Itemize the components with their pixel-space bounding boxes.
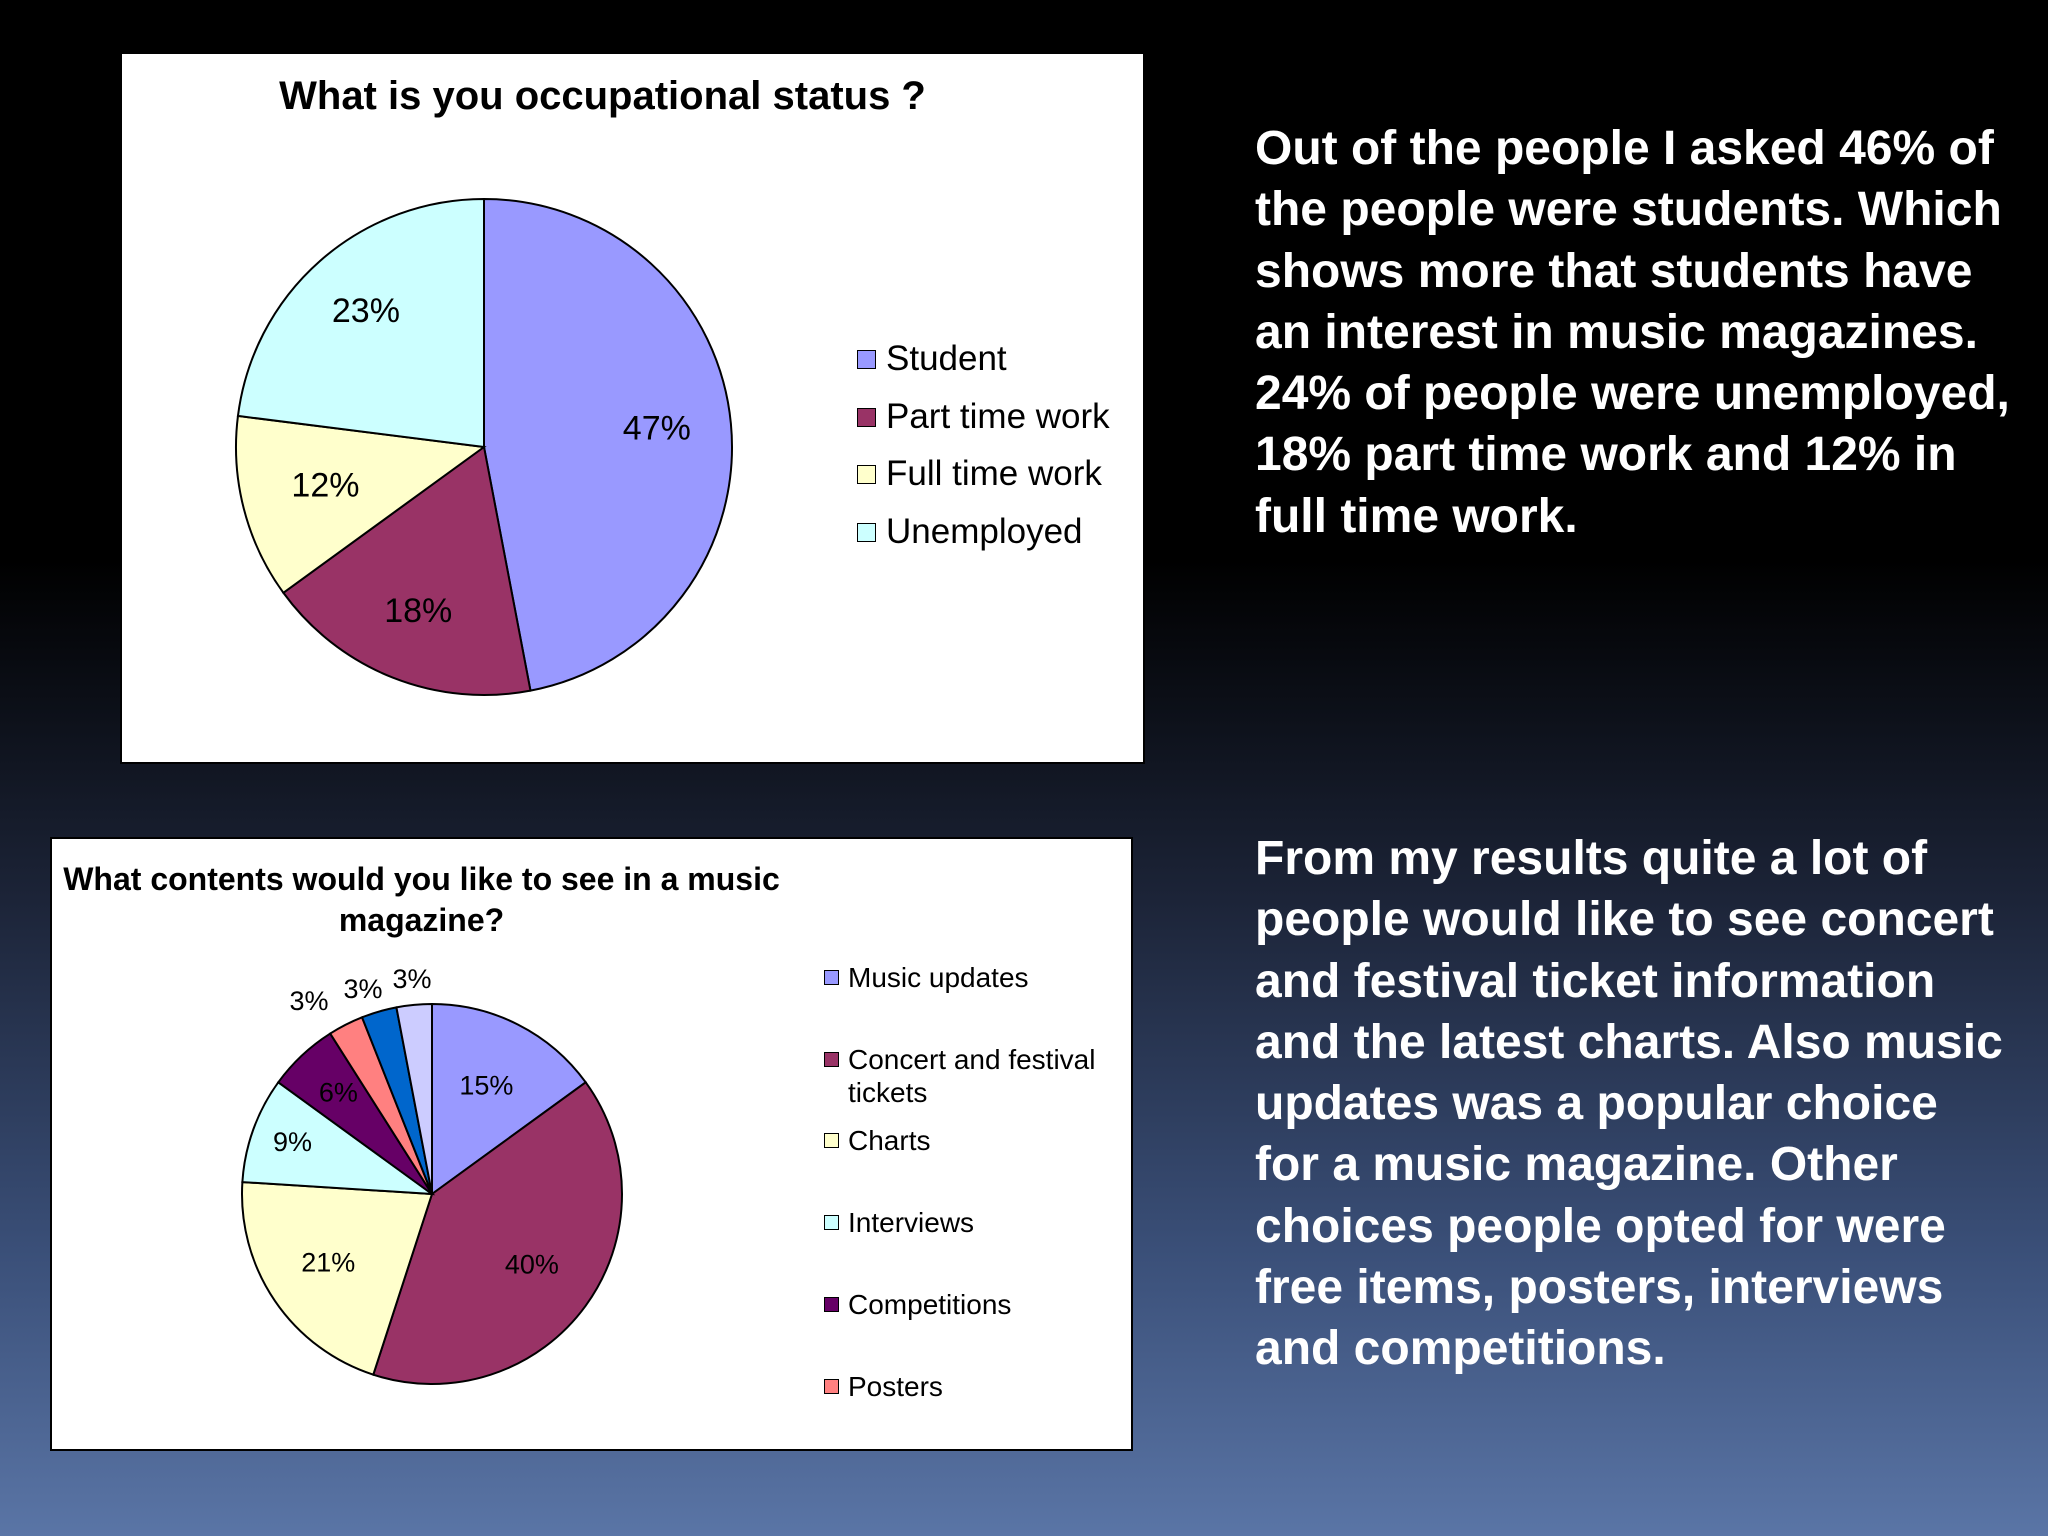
- pie-slice: [372, 1080, 623, 1385]
- legend-swatch: [824, 970, 839, 985]
- occupation-summary-text: Out of the people I asked 46% of the peo…: [1255, 122, 2010, 543]
- legend-label: Student: [886, 339, 1007, 378]
- legend-label: Music updates: [848, 962, 1029, 993]
- occupation-pie: 47% 18% 12% 23%: [235, 197, 733, 696]
- pie-slice: [395, 1002, 433, 1195]
- magazine-contents-legend: Music updates Concert and festival ticke…: [824, 961, 1124, 1409]
- pie-slice-label: 15%: [459, 1070, 513, 1100]
- pie-slice: [281, 445, 532, 696]
- pie-slice-label: 12%: [291, 467, 359, 505]
- legend-swatch: [824, 1133, 839, 1148]
- pie-slice-label: 18%: [384, 592, 452, 630]
- magazine-contents-chart: What contents would you like to see in a…: [50, 837, 1133, 1451]
- legend-item-concert-festival-tickets: Concert and festival tickets: [824, 1043, 1124, 1109]
- pie-slice-label: 21%: [301, 1248, 355, 1278]
- contents-summary-text: From my results quite a lot of people wo…: [1255, 832, 2003, 1376]
- legend-item-interviews: Interviews: [824, 1206, 1124, 1239]
- legend-swatch: [824, 1379, 839, 1394]
- chart-title: What contents would you like to see in a…: [63, 861, 780, 938]
- legend-swatch: [857, 350, 876, 369]
- pie-slice: [241, 1080, 436, 1196]
- legend-label: Competitions: [848, 1289, 1012, 1320]
- legend-label: Interviews: [848, 1207, 975, 1238]
- pie-slice-label: 3%: [289, 986, 328, 1016]
- legend-label: Concert and festival tickets: [848, 1044, 1096, 1108]
- legend-label: Part time work: [886, 396, 1110, 436]
- legend-label: Full time work: [886, 454, 1102, 493]
- pie-slice: [235, 414, 487, 595]
- legend-swatch: [824, 1215, 839, 1230]
- pie-slice-label: 23%: [332, 292, 400, 330]
- legend-item-posters: Posters: [824, 1370, 1124, 1403]
- legend-item-charts: Charts: [824, 1124, 1124, 1157]
- chart-title: What is you occupational status ?: [279, 74, 926, 118]
- legend-swatch: [857, 465, 876, 484]
- legend-swatch: [824, 1052, 839, 1067]
- legend-item-unemployed: Unemployed: [857, 512, 1110, 570]
- pie-slice-label: 3%: [392, 964, 431, 994]
- legend-item-part-time-work: Part time work: [857, 397, 1110, 455]
- pie-slice-label: 47%: [623, 410, 691, 448]
- legend-label: Unemployed: [886, 511, 1083, 551]
- pie-slice: [431, 1002, 588, 1196]
- occupation-legend: Student Part time work Full time work Un…: [857, 339, 1110, 569]
- legend-item-competitions: Competitions: [824, 1288, 1124, 1321]
- pie-slice-label: 9%: [273, 1127, 312, 1157]
- legend-swatch: [824, 1297, 839, 1312]
- legend-item-student: Student: [857, 339, 1110, 397]
- legend-item-full-time-work: Full time work: [857, 454, 1110, 512]
- pie-slice-label: 40%: [505, 1250, 559, 1280]
- pie-slice-label: 6%: [319, 1077, 358, 1107]
- legend-swatch: [857, 522, 876, 542]
- pie-slice-label: 3%: [343, 974, 382, 1004]
- legend-item-music-updates: Music updates: [824, 961, 1124, 994]
- occupation-chart: What is you occupational status ? 47% 18%…: [120, 52, 1145, 764]
- legend-swatch: [857, 407, 876, 427]
- legend-label: Charts: [848, 1125, 931, 1156]
- pie-slice: [236, 197, 485, 449]
- legend-label: Posters: [848, 1371, 943, 1402]
- pie-slice: [241, 1181, 434, 1376]
- pie-slice: [483, 197, 733, 692]
- magazine-contents-pie: 15% 40% 21% 9%6% 3% 3% 3%: [241, 964, 623, 1385]
